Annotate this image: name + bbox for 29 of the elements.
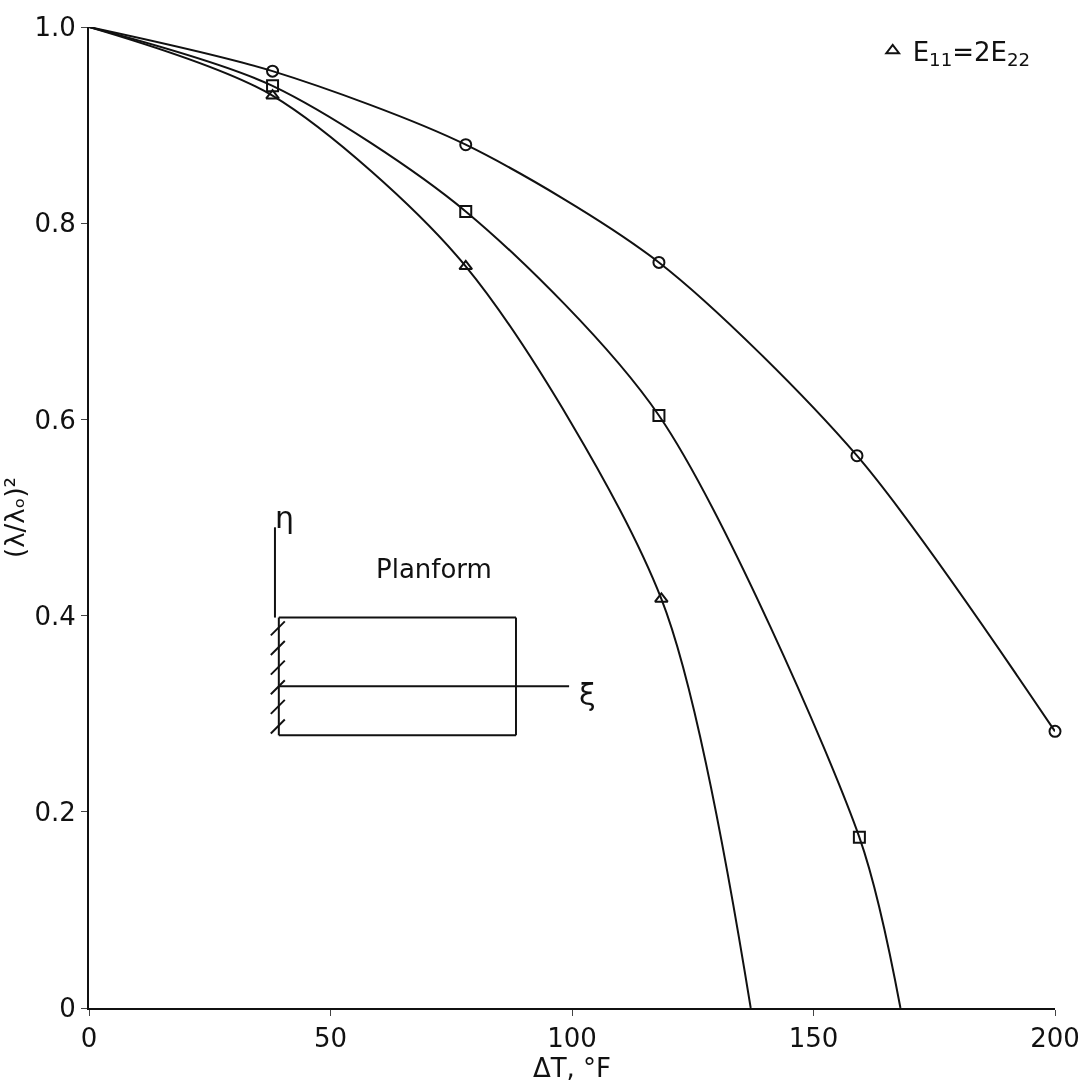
point <box>1048 724 1062 738</box>
x-axis-title: ΔT, °F <box>532 1053 612 1084</box>
x-tick-label: 100 <box>547 1023 597 1054</box>
annotation: ξ <box>579 677 596 712</box>
y-tick-label: 0.2 <box>34 796 76 827</box>
point <box>850 449 864 463</box>
x-tick-label: 50 <box>313 1023 348 1054</box>
y-tick-label: 0.8 <box>34 208 76 239</box>
y-tick-label: 0 <box>59 993 76 1024</box>
point <box>458 259 474 271</box>
point <box>654 592 669 603</box>
x-tick-label: 150 <box>788 1023 839 1054</box>
y-tick-label: 0.6 <box>34 404 76 435</box>
x-tick-label: 0 <box>80 1023 98 1054</box>
y-axis-title: (λ/λₒ)² <box>0 477 30 558</box>
point <box>652 408 666 422</box>
point <box>265 89 280 100</box>
annotation: Planform <box>376 554 492 584</box>
y-tick-label: 0.4 <box>34 600 76 631</box>
point <box>266 79 280 93</box>
point <box>652 255 666 269</box>
annotation: η <box>275 500 295 535</box>
x-tick-label: 200 <box>1030 1023 1080 1054</box>
point <box>459 204 473 218</box>
point <box>852 830 866 844</box>
point <box>266 64 280 78</box>
point <box>459 138 473 152</box>
legend-label: E$_{11}$=2E$_{22}$ <box>912 36 1031 70</box>
y-tick-label: 1.0 <box>34 12 76 43</box>
